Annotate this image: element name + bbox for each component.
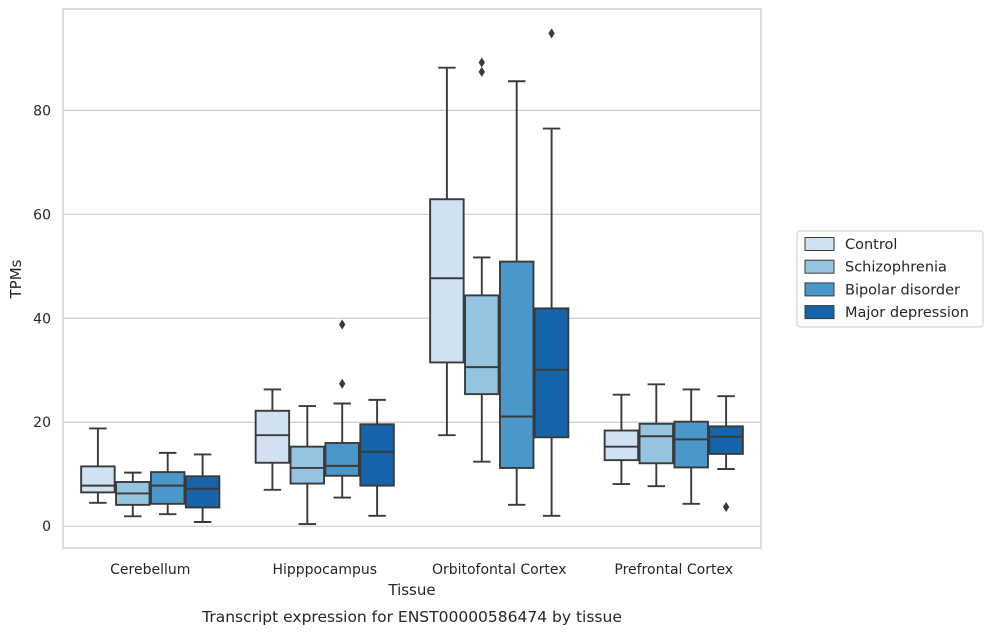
box-bipolar-disorder	[673, 388, 709, 505]
box-major-depression	[184, 453, 221, 523]
box-bipolar-disorder	[324, 319, 360, 499]
box-iqr	[638, 422, 675, 465]
box-iqr	[533, 307, 570, 439]
legend-swatch	[804, 282, 835, 297]
box-major-depression	[708, 395, 744, 512]
grid-lines	[63, 109, 761, 527]
plot-area-frame	[62, 8, 762, 549]
y-axis-title: TPMs	[7, 259, 25, 299]
box-groups	[80, 28, 744, 526]
box-iqr	[359, 423, 395, 487]
x-tick-label: Orbitofontal Cortex	[432, 562, 567, 578]
x-tick-label: Cerebellum	[110, 562, 190, 578]
box-control	[80, 427, 116, 504]
box-bipolar-disorder	[498, 80, 535, 506]
x-axis-title: Tissue	[387, 581, 435, 599]
box-iqr	[673, 420, 709, 469]
box-iqr	[80, 465, 116, 494]
box-control	[429, 66, 465, 437]
legend-swatch	[804, 305, 835, 320]
outlier-point	[339, 378, 346, 389]
y-tick-label: 40	[33, 311, 51, 327]
legend-frame	[796, 230, 984, 328]
outlier-point	[339, 319, 346, 330]
outlier-point	[478, 66, 485, 77]
chart-caption: Transcript expression for ENST0000058647…	[201, 608, 622, 626]
box-iqr	[708, 425, 744, 455]
box-schizophrenia	[289, 405, 326, 526]
legend-swatch	[804, 237, 835, 251]
box-schizophrenia	[115, 471, 151, 518]
outlier-point	[548, 28, 555, 39]
box-major-depression	[533, 28, 570, 517]
box-iqr	[429, 198, 465, 364]
y-tick-label: 80	[33, 103, 51, 119]
box-iqr	[254, 409, 291, 464]
box-bipolar-disorder	[149, 451, 186, 516]
outlier-point	[478, 57, 485, 68]
box-control	[254, 388, 291, 491]
box-iqr	[289, 445, 326, 485]
y-tick-labels: 0 20 40 60 80	[33, 103, 51, 535]
legend-label: Schizophrenia	[845, 260, 947, 276]
y-tick-label: 60	[33, 207, 51, 223]
y-tick-label: 0	[42, 519, 51, 535]
box-iqr	[603, 429, 640, 462]
box-iqr	[324, 442, 360, 477]
box-control	[603, 393, 640, 486]
x-tick-label: Prefrontal Cortex	[614, 562, 733, 578]
legend: Control Schizophrenia Bipolar disorder Majo…	[796, 230, 984, 328]
x-tick-label: Hipppocampus	[272, 562, 377, 578]
box-schizophrenia	[464, 57, 500, 463]
y-tick-label: 20	[33, 415, 51, 431]
x-tick-labels: Cerebellum Hipppocampus Orbitofontal Corte…	[110, 562, 733, 578]
legend-swatch	[804, 259, 835, 274]
box-iqr	[498, 260, 535, 469]
outlier-point	[722, 501, 730, 512]
box-major-depression	[359, 398, 395, 517]
box-iqr	[184, 475, 221, 509]
legend-label: Bipolar disorder	[845, 282, 960, 298]
legend-label: Control	[845, 237, 897, 253]
box-schizophrenia	[638, 383, 675, 488]
box-iqr	[464, 294, 500, 396]
box-iqr	[149, 471, 186, 505]
legend-label: Major depression	[845, 305, 969, 321]
